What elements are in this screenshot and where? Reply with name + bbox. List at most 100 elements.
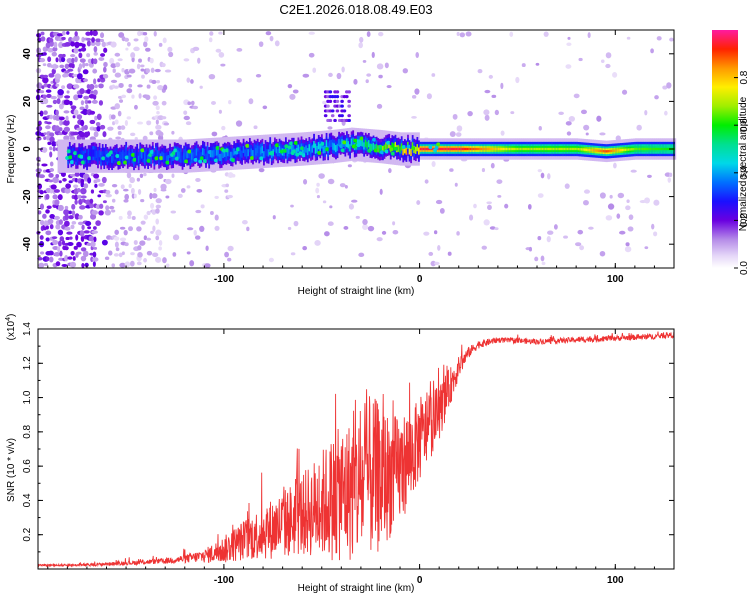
y-tick-label: 1.2 bbox=[22, 356, 33, 370]
spectrogram-cell bbox=[174, 156, 180, 161]
spectrogram-cell bbox=[80, 178, 85, 184]
spectrogram-cell bbox=[95, 122, 101, 127]
spectrogram-cell bbox=[629, 148, 632, 151]
spectrogram-cell bbox=[568, 116, 576, 122]
spectrogram-cell bbox=[638, 147, 641, 151]
spectrogram-cell bbox=[111, 183, 118, 188]
spectrogram-cell bbox=[38, 262, 45, 269]
spectrogram-cell bbox=[469, 214, 474, 221]
spectrogram-cell bbox=[317, 142, 320, 150]
spectrogram-cell bbox=[379, 188, 383, 195]
spectrogram-cell bbox=[472, 147, 475, 151]
spectrogram-cell bbox=[110, 114, 116, 120]
spectrogram-cell bbox=[366, 141, 369, 149]
spectrogram-cell bbox=[154, 156, 159, 161]
spectrogram-cell bbox=[655, 147, 658, 151]
spectrogram-cell bbox=[70, 41, 75, 47]
spectrogram-cell bbox=[578, 57, 583, 62]
spectrogram-cell bbox=[228, 99, 232, 105]
spectrogram-cell bbox=[72, 256, 76, 261]
spectrogram-cell bbox=[282, 148, 288, 153]
spectrogram-cell bbox=[358, 252, 365, 258]
spectrogram-cell bbox=[106, 154, 109, 162]
spectrogram-cell bbox=[117, 125, 122, 130]
spectrogram-cell bbox=[189, 260, 195, 267]
spectrogram-cell bbox=[532, 147, 535, 151]
spectrogram-cell bbox=[155, 256, 162, 263]
spectrogram-cell bbox=[287, 84, 293, 89]
spectrogram-cell bbox=[185, 121, 192, 126]
spectrogram-cell bbox=[455, 132, 462, 137]
spectrogram-cell bbox=[74, 177, 78, 183]
spectrogram-cell bbox=[90, 41, 96, 46]
spectrogram-cell bbox=[480, 147, 483, 151]
spectrogram-cell bbox=[411, 142, 414, 150]
spectrogram-cell bbox=[45, 225, 49, 230]
spectrogram-cell bbox=[241, 150, 243, 158]
spectrogram-cell bbox=[358, 42, 363, 49]
spectrogram-cell bbox=[342, 140, 347, 145]
spectrogram-cell bbox=[98, 100, 104, 106]
spectrogram-cell bbox=[547, 230, 554, 235]
spectrogram-cell bbox=[109, 205, 115, 210]
spectrogram-cell bbox=[305, 145, 308, 153]
spectrogram-cell bbox=[656, 36, 662, 41]
spectrogram-cell bbox=[341, 66, 345, 73]
spectrogram-cell bbox=[580, 109, 587, 115]
spectrogram-cell bbox=[138, 58, 142, 63]
spectrogram-cell bbox=[497, 147, 500, 151]
spectrogram-cell bbox=[102, 131, 107, 138]
spectrogram-cell bbox=[87, 152, 90, 160]
spectrogram-cell bbox=[162, 37, 167, 44]
spectrogram-cell bbox=[171, 173, 175, 178]
spectrogram-cell bbox=[330, 139, 333, 147]
spectrogram-cell bbox=[434, 145, 440, 150]
spectrogram-cell bbox=[150, 230, 154, 234]
spectrogram-cell bbox=[557, 147, 560, 151]
spectrogram-cell bbox=[170, 210, 177, 214]
spectrogram-cell bbox=[130, 187, 135, 195]
spectrogram-cell bbox=[66, 231, 73, 235]
spectrogram-cell bbox=[444, 147, 447, 151]
spectrogram-cell bbox=[196, 188, 203, 193]
spectrogram-cell bbox=[83, 78, 88, 82]
spectrogram-cell bbox=[60, 57, 66, 63]
spectrogram-cell bbox=[657, 147, 660, 151]
spectrogram-cell bbox=[48, 179, 54, 183]
spectrogram-cell bbox=[287, 145, 292, 150]
spectrogram-cell bbox=[98, 57, 105, 62]
spectrogram-cell bbox=[108, 155, 110, 163]
spectrogram-cell bbox=[328, 90, 333, 94]
spectrogram-cell bbox=[137, 84, 143, 88]
spectrogram-cell bbox=[70, 53, 76, 58]
spectrogram-cell bbox=[621, 148, 624, 152]
spectrogram-cell bbox=[496, 179, 503, 184]
snr-multiplier-base: (x10 bbox=[6, 320, 17, 340]
spectrogram-cells bbox=[35, 30, 677, 269]
spectrogram-cell bbox=[583, 148, 586, 151]
spectrogram-cell bbox=[49, 146, 53, 151]
spectrogram-cell bbox=[186, 227, 194, 231]
spectrogram-cell bbox=[123, 199, 129, 203]
spectrogram-cell bbox=[610, 149, 613, 153]
spectrogram-cell bbox=[183, 110, 188, 115]
spectrogram-cell bbox=[566, 147, 569, 151]
spectrogram-cell bbox=[491, 147, 494, 151]
spectrogram-cell bbox=[58, 127, 63, 132]
spectrogram-cell bbox=[500, 130, 505, 136]
spectrogram-cell bbox=[303, 147, 306, 155]
spectrogram-cell bbox=[61, 240, 66, 246]
spectrogram-cell bbox=[558, 147, 561, 151]
spectrogram-cell bbox=[39, 251, 45, 255]
spectrogram-cell bbox=[136, 151, 139, 159]
spectrogram-cell bbox=[664, 110, 668, 116]
spectrogram-cell bbox=[86, 131, 91, 137]
spectrogram-cell bbox=[51, 236, 58, 240]
spectrogram-cell bbox=[45, 89, 52, 93]
spectrogram-cell bbox=[241, 220, 248, 225]
spectrogram-cell bbox=[328, 118, 333, 123]
spectrogram-cell bbox=[117, 110, 122, 117]
spectrogram-cell bbox=[93, 78, 97, 85]
spectrogram-cell bbox=[482, 147, 485, 151]
spectrogram-cell bbox=[95, 178, 101, 183]
